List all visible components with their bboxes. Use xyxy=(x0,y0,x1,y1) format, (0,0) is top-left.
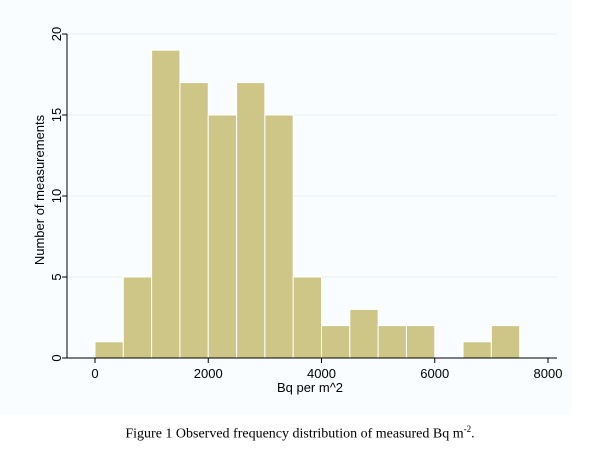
x-axis-title: Bq per m^2 xyxy=(277,380,343,395)
caption-end: . xyxy=(471,426,475,442)
figure-caption: Figure 1 Observed frequency distribution… xyxy=(0,424,600,443)
histogram-bar-1500-2000 xyxy=(179,82,209,359)
histogram-bar-500-1000 xyxy=(122,276,153,359)
x-tick-label-8000: 8000 xyxy=(534,366,563,381)
y-tick-label-5: 5 xyxy=(49,273,64,280)
x-tick-label-4000: 4000 xyxy=(307,366,336,381)
histogram-bar-3000-3500 xyxy=(264,114,294,359)
histogram-bar-5500-6000 xyxy=(405,325,436,359)
histogram-bar-4500-5000 xyxy=(349,308,379,359)
x-tick-label-2000: 2000 xyxy=(194,366,223,381)
histogram-bar-1000-1500 xyxy=(151,49,181,359)
histogram-bar-3500-4000 xyxy=(292,276,322,359)
histogram-bars xyxy=(94,49,521,359)
y-tick-label-20: 20 xyxy=(49,27,64,41)
caption-superscript: -2 xyxy=(463,424,472,434)
chart-panel: 0 2000 4000 6000 8000 0 5 10 15 20 Bq per m^2 Nu… xyxy=(32,26,563,395)
histogram-bar-4000-4500 xyxy=(321,325,351,359)
x-tick-label-0: 0 xyxy=(91,366,98,381)
y-axis-ticks: 0 5 10 15 20 xyxy=(49,27,67,362)
y-axis-title: Number of measurements xyxy=(32,114,47,265)
histogram-bar-6500-7000 xyxy=(462,341,492,359)
y-tick-label-15: 15 xyxy=(49,108,64,122)
histogram-bar-2000-2500 xyxy=(207,114,238,359)
histogram-bar-2500-3000 xyxy=(236,82,266,359)
histogram-bar-5000-5500 xyxy=(377,325,407,359)
x-axis-ticks: 0 2000 4000 6000 8000 xyxy=(91,358,562,381)
grid-lines xyxy=(67,33,557,278)
caption-text: Figure 1 Observed frequency distribution… xyxy=(125,426,464,442)
y-tick-label-10: 10 xyxy=(49,189,64,203)
histogram-bar-0-500 xyxy=(94,341,124,359)
y-tick-label-0: 0 xyxy=(49,354,64,361)
histogram-bar-7000-7500 xyxy=(490,325,521,359)
histogram-chart: 0 2000 4000 6000 8000 0 5 10 15 20 Bq per m^2 Nu… xyxy=(32,27,562,395)
x-tick-label-6000: 6000 xyxy=(420,366,449,381)
